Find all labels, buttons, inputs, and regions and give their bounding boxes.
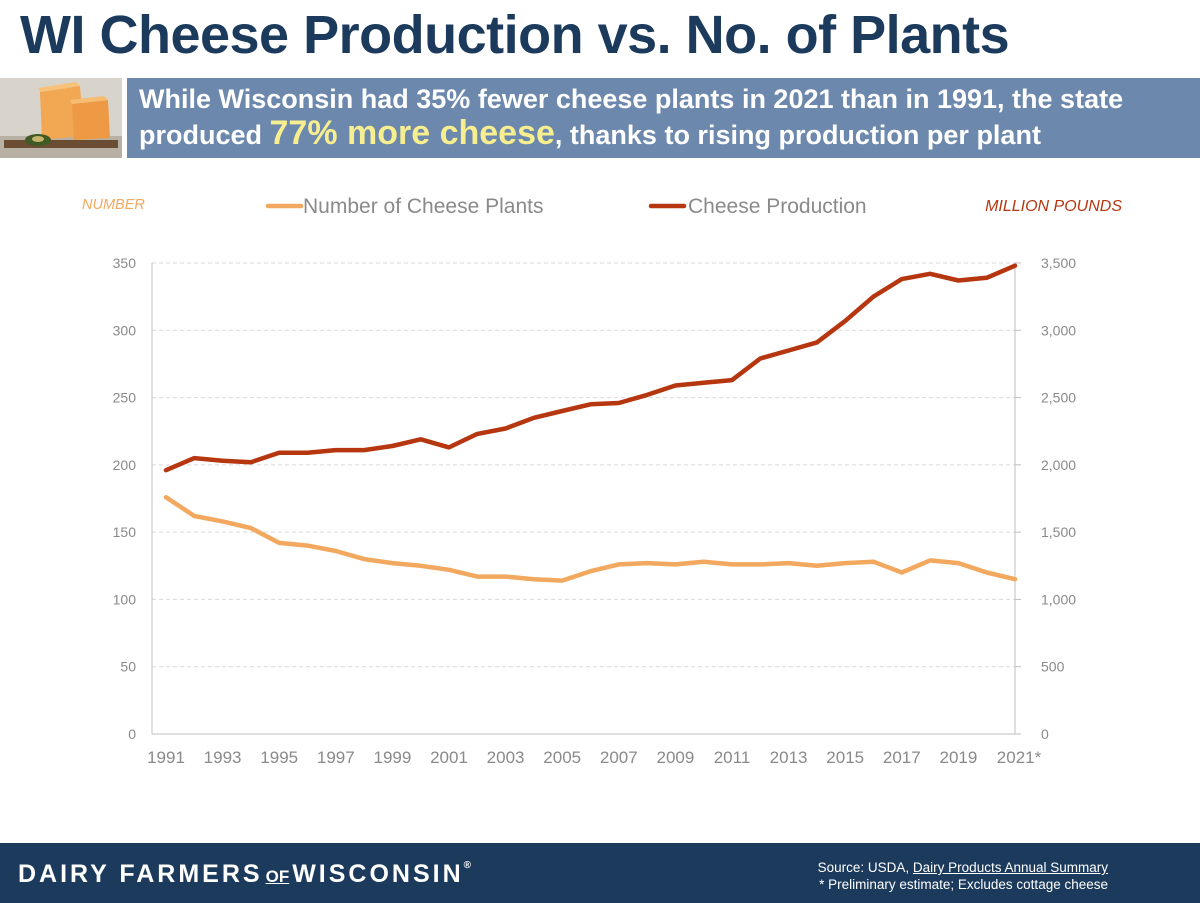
x-tick-label: 2017 (883, 748, 921, 767)
right-tick-label: 1,000 (1041, 591, 1076, 607)
left-axis-label: NUMBER (82, 197, 145, 213)
logo-of: OF (265, 867, 290, 886)
footer-bar: DAIRY FARMERS OF WISCONSIN® Source: USDA, … (0, 843, 1200, 903)
x-tick-label: 1993 (204, 748, 242, 767)
right-tick-label: 500 (1041, 659, 1065, 675)
x-tick-label: 1995 (260, 748, 298, 767)
x-tick-label: 1997 (317, 748, 355, 767)
x-tick-label: 1991 (147, 748, 185, 767)
logo-wisconsin: WISCONSIN (292, 860, 464, 888)
cheese-line-chart: 0 0 50 500 100 1,000 150 1,500 200 2,000 250 2,500 3… (82, 195, 1122, 767)
right-tick-label: 0 (1041, 726, 1049, 742)
headline-banner: While Wisconsin had 35% fewer cheese pla… (127, 78, 1200, 158)
footnote: * Preliminary estimate; Excludes cottage… (819, 877, 1108, 892)
source-link[interactable]: Dairy Products Annual Summary (912, 860, 1108, 875)
right-axis-label: MILLION POUNDS (985, 198, 1122, 215)
banner-text-end: , thanks to rising production per plant (554, 120, 1041, 150)
page-title: WI Cheese Production vs. No. of Plants (20, 5, 1010, 65)
x-tick-label: 2019 (939, 748, 977, 767)
right-tick-label: 2,000 (1041, 457, 1076, 473)
banner-highlight: 77% more cheese (269, 114, 555, 152)
registered-mark: ® (463, 860, 472, 871)
left-tick-label: 50 (120, 659, 136, 675)
left-tick-label: 100 (113, 591, 137, 607)
left-tick-label: 150 (113, 524, 137, 540)
x-tick-label: 2007 (600, 748, 638, 767)
left-tick-label: 250 (113, 390, 137, 406)
logo-dairy-farmers: DAIRY FARMERS (18, 860, 263, 888)
x-tick-label: 2015 (826, 748, 864, 767)
legend-plants-label: Number of Cheese Plants (303, 195, 543, 218)
x-tick-label: 2003 (487, 748, 525, 767)
banner-text-start: While Wisconsin had 35% fewer cheese pla… (139, 84, 1124, 150)
plants-series-line (163, 494, 1018, 583)
right-tick-label: 3,500 (1041, 255, 1076, 271)
x-tick-label: 2005 (543, 748, 581, 767)
x-tick-label: 2001 (430, 748, 468, 767)
left-tick-label: 200 (113, 457, 137, 473)
right-tick-label: 1,500 (1041, 524, 1076, 540)
left-tick-label: 300 (113, 322, 137, 338)
right-tick-label: 2,500 (1041, 390, 1076, 406)
x-tick-label: 2011 (714, 748, 751, 767)
left-tick-label: 0 (128, 726, 136, 742)
cheese-photo (0, 78, 122, 158)
x-tick-label: 2021* (997, 748, 1042, 767)
x-tick-label: 1999 (373, 748, 411, 767)
source-prefix: Source: USDA, (817, 860, 913, 875)
production-series-line (163, 263, 1018, 473)
brand-logo: DAIRY FARMERS OF WISCONSIN® (18, 860, 471, 889)
x-tick-label: 2013 (770, 748, 808, 767)
source-note: Source: USDA, Dairy Products Annual Summ… (818, 859, 1108, 893)
left-tick-label: 350 (113, 255, 137, 271)
legend-production-label: Cheese Production (688, 195, 867, 218)
x-tick-label: 2009 (656, 748, 694, 767)
right-tick-label: 3,000 (1041, 322, 1076, 338)
